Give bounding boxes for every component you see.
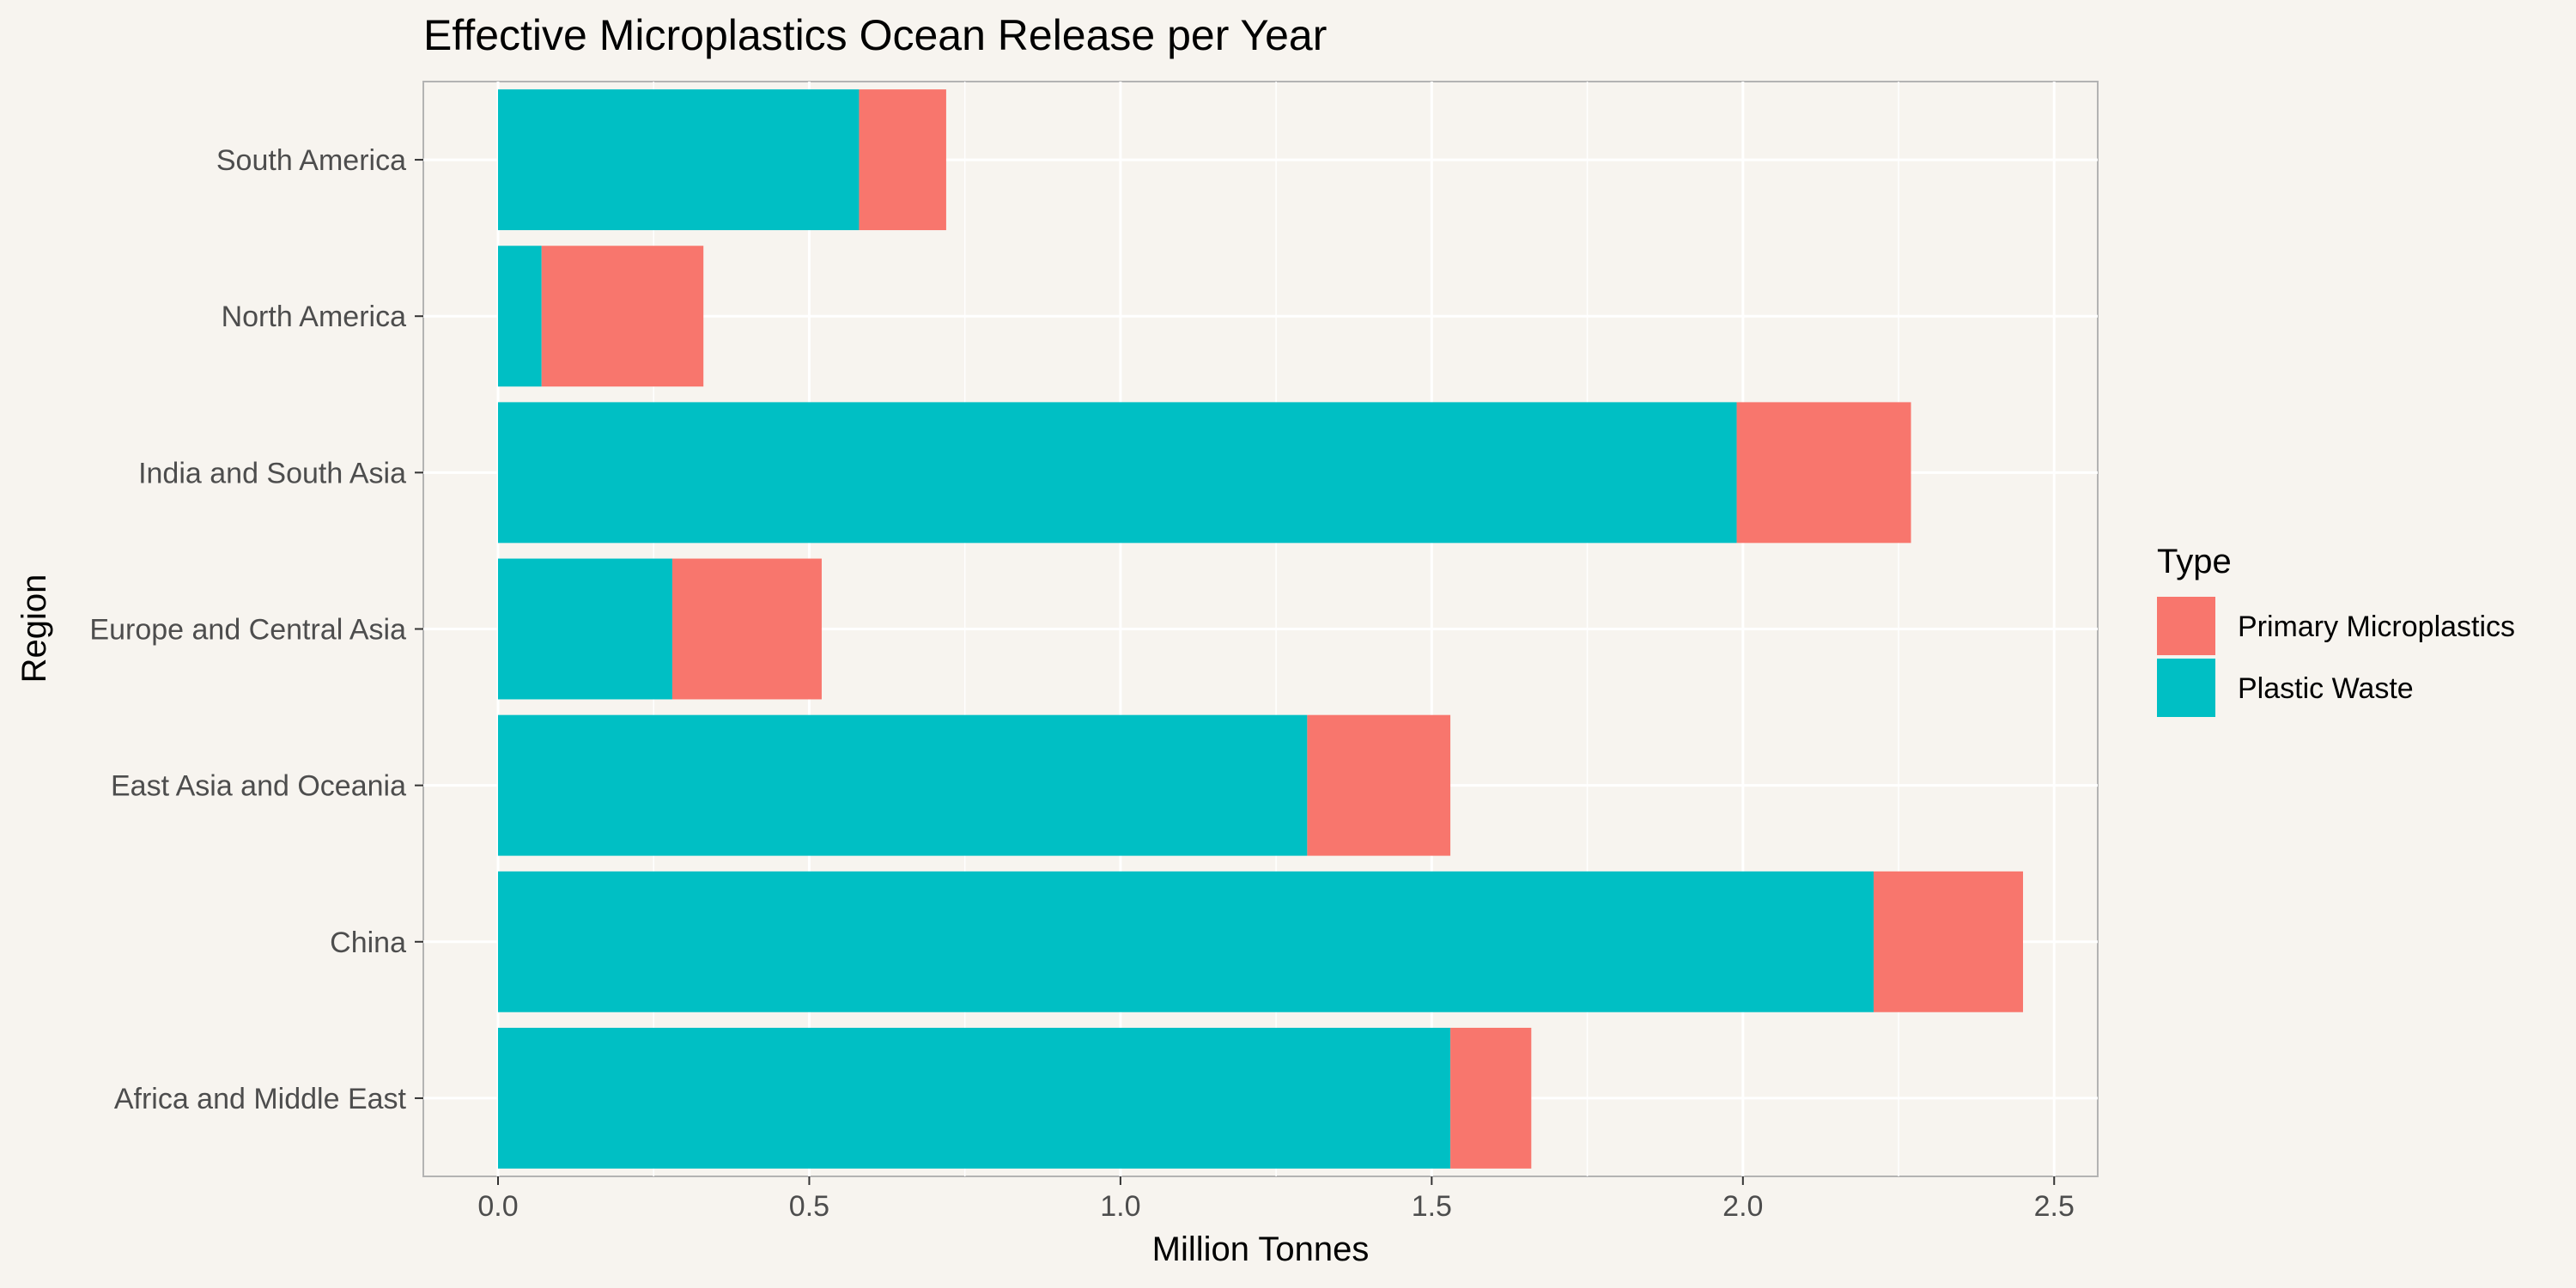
legend: Type Primary Microplastics Plastic Waste [2157,543,2515,717]
bar-plastic-waste: China — Plastic Waste: 2.21 [497,871,1874,1012]
x-tick-label: 2.5 [2034,1190,2075,1223]
axes: 0.0 0.5 1.0 1.5 2.0 2.5 Africa and Middle East… [89,144,2074,1223]
bar-primary-microplastics: India and South Asia — Primary Microplas… [1736,402,1911,544]
bar-plastic-waste: North America — Plastic Waste: 0.07 [497,246,542,387]
bar-plastic-waste: East Asia and Oceania — Plastic Waste: 1… [497,714,1308,856]
x-tick-label: 2.0 [1722,1190,1763,1223]
chart-title: Effective Microplastics Ocean Release pe… [423,11,1327,59]
bar-primary-microplastics: China — Primary Microplastics: 0.24 [1874,871,2024,1012]
y-tick-label: North America [222,301,406,333]
x-tick-label: 1.0 [1100,1190,1140,1223]
bar-primary-microplastics: South America — Primary Microplastics: 0… [859,89,946,231]
y-tick-label: Europe and Central Asia [89,614,406,647]
bar-plastic-waste: South America — Plastic Waste: 0.58 [497,89,860,231]
bars: Africa and Middle East — Plastic Waste: … [497,89,2024,1169]
legend-label: Primary Microplastics [2238,611,2515,643]
x-tick-label: 0.0 [477,1190,518,1223]
bar-primary-microplastics: North America — Primary Microplastics: 0… [541,246,704,387]
y-tick-label: East Asia and Oceania [111,770,406,803]
bar-plastic-waste: Europe and Central Asia — Plastic Waste:… [497,558,672,700]
bar-plastic-waste: India and South Asia — Plastic Waste: 1.… [497,402,1737,544]
legend-key [2157,659,2215,717]
x-axis-title: Million Tonnes [1152,1230,1370,1268]
legend-key [2157,597,2215,655]
y-tick-label: India and South Asia [138,457,406,489]
y-tick-label: China [330,927,406,959]
y-axis-title: Region [15,574,53,683]
y-tick-label: South America [216,144,406,177]
bar-primary-microplastics: East Asia and Oceania — Primary Micropla… [1307,714,1451,856]
bar-primary-microplastics: Africa and Middle East — Primary Micropl… [1450,1027,1532,1169]
x-tick-label: 0.5 [789,1190,829,1223]
bar-plastic-waste: Africa and Middle East — Plastic Waste: … [497,1027,1451,1169]
legend-label: Plastic Waste [2238,672,2414,705]
legend-title: Type [2157,543,2232,580]
x-tick-label: 1.5 [1412,1190,1452,1223]
bar-primary-microplastics: Europe and Central Asia — Primary Microp… [671,558,822,700]
y-tick-label: Africa and Middle East [114,1083,407,1115]
